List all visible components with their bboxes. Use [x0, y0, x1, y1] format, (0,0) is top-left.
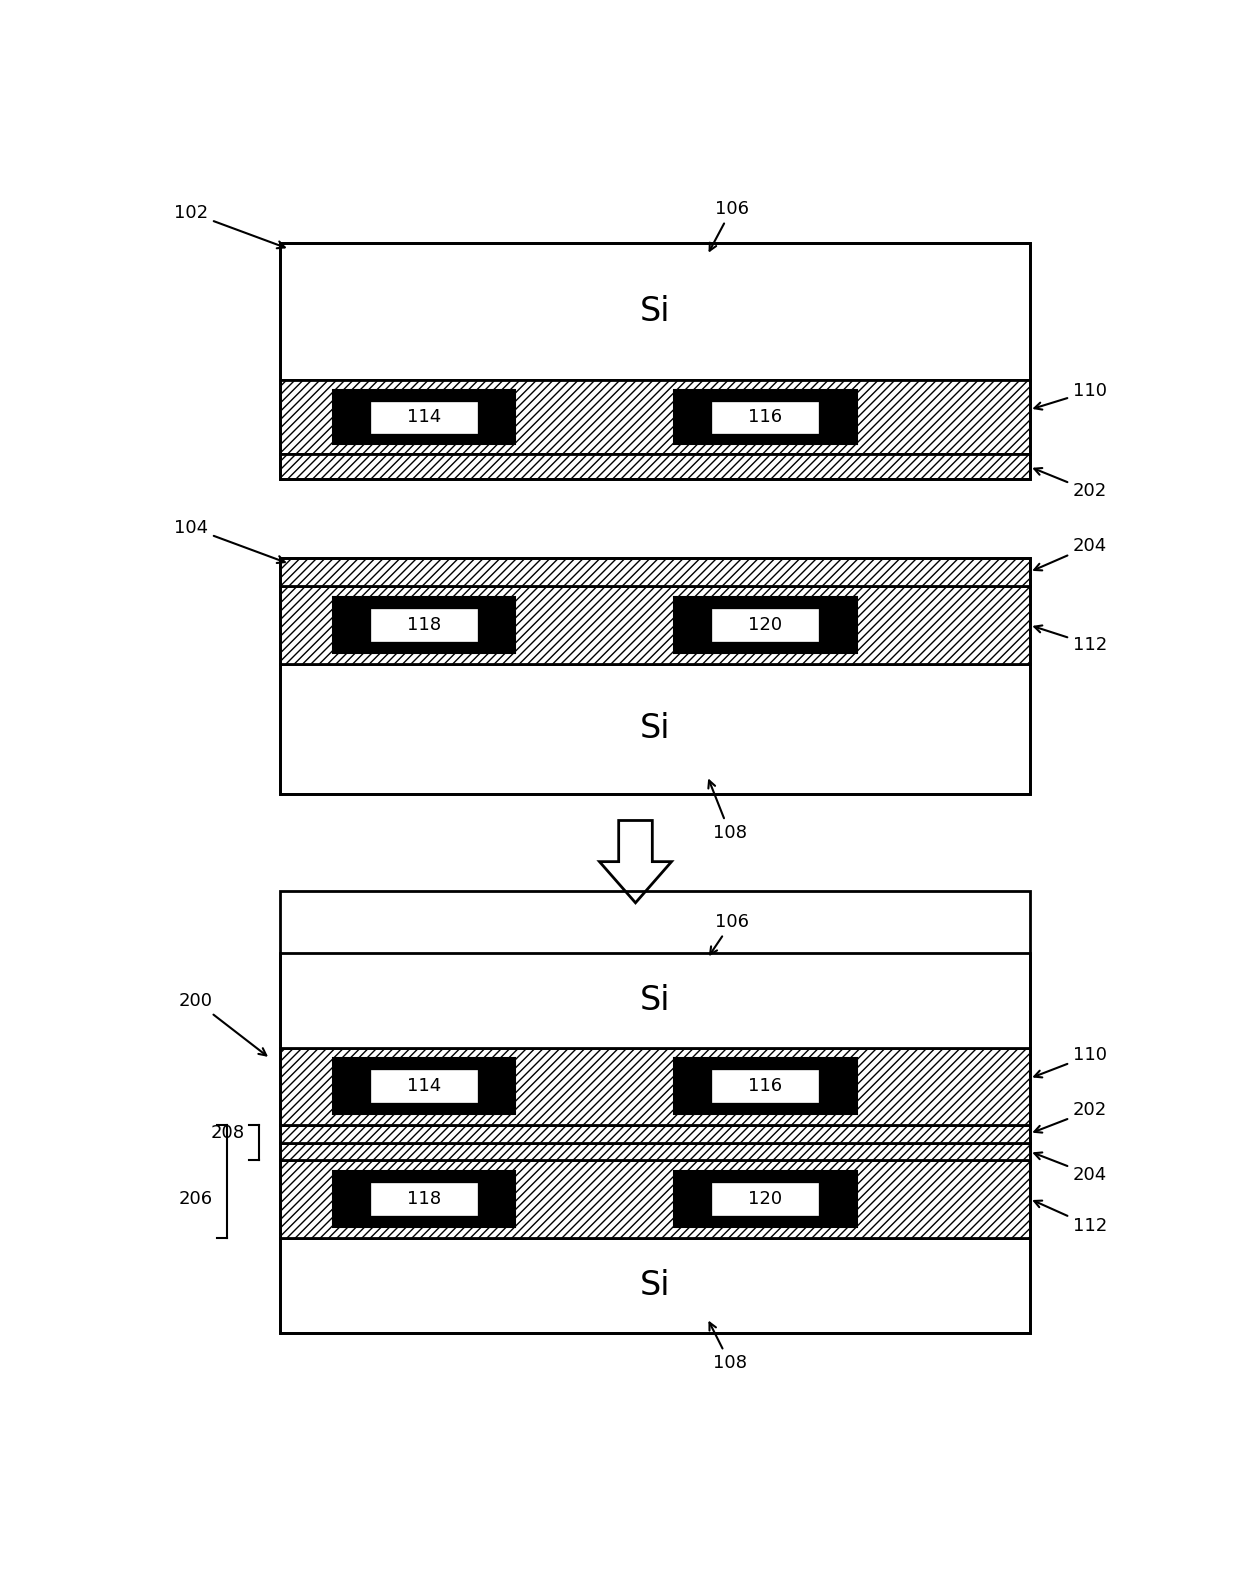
Bar	[280, 1143, 1029, 1160]
Bar	[712, 1182, 818, 1215]
Bar	[712, 608, 818, 641]
Text: 106: 106	[709, 200, 749, 250]
Text: 112: 112	[1034, 1201, 1107, 1236]
Text: 202: 202	[1034, 1102, 1107, 1132]
Bar	[332, 1058, 516, 1115]
Text: Si: Si	[640, 296, 670, 329]
Text: 114: 114	[407, 1077, 441, 1096]
Text: 108: 108	[709, 1322, 746, 1372]
Text: 204: 204	[1034, 1152, 1107, 1184]
Bar	[280, 1160, 1029, 1237]
Bar	[280, 891, 1029, 1333]
Text: 108: 108	[708, 780, 746, 841]
Text: Si: Si	[640, 984, 670, 1017]
Bar	[280, 454, 1029, 479]
Bar	[332, 597, 516, 652]
Text: 200: 200	[179, 992, 267, 1055]
Text: 118: 118	[407, 1190, 441, 1207]
Text: 114: 114	[407, 409, 441, 426]
Bar	[280, 1126, 1029, 1143]
Bar	[371, 402, 477, 432]
Bar	[712, 1071, 818, 1102]
Text: 116: 116	[748, 409, 782, 426]
Text: Si: Si	[640, 1269, 670, 1302]
Text: 208: 208	[211, 1124, 244, 1141]
Text: 106: 106	[711, 913, 749, 954]
Bar	[675, 1058, 857, 1115]
Text: 112: 112	[1034, 626, 1107, 654]
Text: 110: 110	[1034, 1047, 1107, 1077]
Text: 204: 204	[1034, 536, 1107, 571]
Bar	[280, 663, 1029, 794]
Bar	[675, 597, 857, 652]
Text: 102: 102	[174, 204, 285, 248]
Bar	[371, 1071, 477, 1102]
Text: 206: 206	[179, 1190, 213, 1209]
Polygon shape	[599, 821, 672, 902]
Text: 104: 104	[174, 519, 285, 563]
Bar	[332, 390, 516, 443]
Text: 118: 118	[407, 616, 441, 634]
Text: 202: 202	[1034, 468, 1107, 500]
Text: 110: 110	[1034, 382, 1107, 410]
Bar	[371, 608, 477, 641]
Bar	[280, 953, 1029, 1047]
Text: 120: 120	[748, 1190, 782, 1207]
Bar	[371, 1182, 477, 1215]
Bar	[332, 1171, 516, 1226]
Bar	[280, 380, 1029, 454]
Bar	[280, 558, 1029, 586]
Bar	[280, 1237, 1029, 1333]
Text: Si: Si	[640, 712, 670, 745]
Bar	[675, 390, 857, 443]
Bar	[280, 244, 1029, 479]
Text: 120: 120	[748, 616, 782, 634]
Bar	[280, 244, 1029, 380]
Text: 116: 116	[748, 1077, 782, 1096]
Bar	[280, 1047, 1029, 1126]
Bar	[712, 402, 818, 432]
Bar	[675, 1171, 857, 1226]
Bar	[280, 558, 1029, 794]
Bar	[280, 586, 1029, 663]
